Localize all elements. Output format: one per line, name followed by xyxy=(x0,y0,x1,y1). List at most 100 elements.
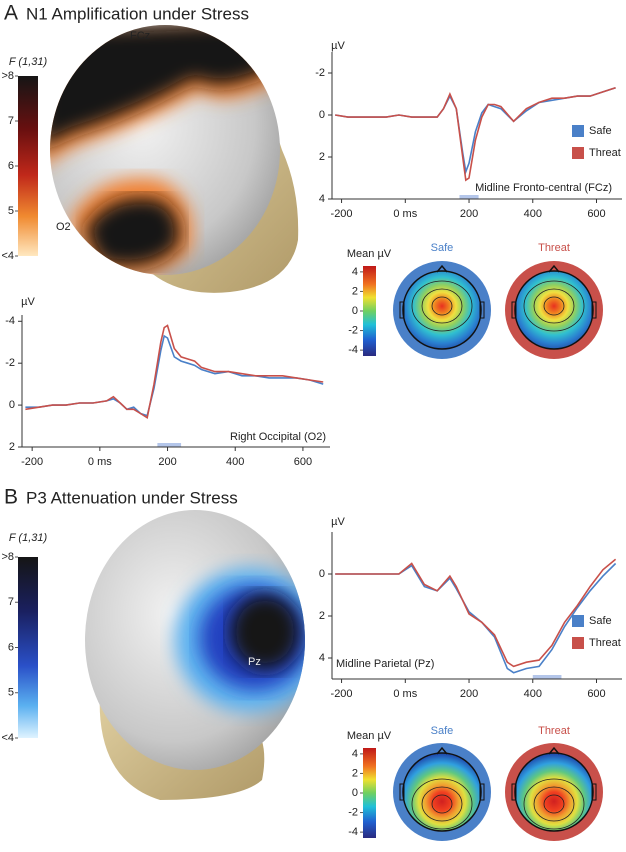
colorbar-tick-label: -2 xyxy=(348,806,358,818)
topomap xyxy=(393,261,491,359)
x-tick-label: 600 xyxy=(587,208,605,220)
x-tick-label: -200 xyxy=(331,688,353,700)
colorbar-tick-label: 2 xyxy=(352,767,358,779)
x-tick-label: 600 xyxy=(294,456,312,468)
y-tick-label: 2 xyxy=(319,151,325,163)
topomap-nose xyxy=(548,264,560,273)
x-tick-label: 400 xyxy=(524,688,542,700)
panel-letter: B xyxy=(4,486,18,509)
panel-letter: A xyxy=(4,2,18,25)
colorbar-tick-label: <4 xyxy=(1,250,14,262)
colorbar-tick-label: 4 xyxy=(352,266,358,278)
electrode-label: FCz xyxy=(130,30,150,42)
y-tick-label: -2 xyxy=(5,357,15,369)
colorbar-tick-label: 5 xyxy=(8,687,14,699)
topomap-label: Safe xyxy=(431,725,454,737)
topomap xyxy=(393,743,491,841)
x-tick-label: -200 xyxy=(21,456,43,468)
electrode-label: Pz xyxy=(248,656,261,668)
colorbar-title: Mean µV xyxy=(347,730,392,742)
topomap xyxy=(505,261,603,359)
head-render: Pz xyxy=(85,510,305,800)
legend-label: Safe xyxy=(589,125,612,137)
topomap-contour xyxy=(523,778,585,830)
head-render: FCz O2 xyxy=(50,25,299,293)
topomap-field xyxy=(514,752,594,832)
topomap-ear xyxy=(479,301,485,319)
legend-swatch xyxy=(572,147,584,159)
y-tick-label: -4 xyxy=(5,315,15,327)
y-tick-label: 4 xyxy=(319,652,325,664)
topomap-field xyxy=(402,270,482,350)
colorbar-title: F (1,31) xyxy=(9,56,48,68)
colorbar-title: F (1,31) xyxy=(9,532,48,544)
erp-line xyxy=(335,86,616,182)
y-axis-label: µV xyxy=(331,40,345,52)
analysis-window xyxy=(157,443,182,447)
colorbar xyxy=(363,266,376,356)
chart-label: Midline Parietal (Pz) xyxy=(336,658,434,670)
colorbar xyxy=(18,76,38,256)
topomap-contour xyxy=(411,778,473,830)
topomap-contour xyxy=(431,296,453,316)
x-tick-label: 400 xyxy=(524,208,542,220)
legend-label: Threat xyxy=(589,637,621,649)
topomap-contour xyxy=(411,280,473,332)
y-axis-label: µV xyxy=(331,516,345,528)
topomap-contour xyxy=(421,786,463,822)
topomap-label: Threat xyxy=(538,725,570,737)
colorbar xyxy=(18,557,38,738)
erp-line xyxy=(335,558,617,668)
x-tick-label: 0 ms xyxy=(393,208,417,220)
colorbar-tick-label: -2 xyxy=(348,324,358,336)
topomap-ear xyxy=(511,301,517,319)
y-tick-label: 4 xyxy=(319,193,325,205)
colorbar-tick-label: 5 xyxy=(8,205,14,217)
x-tick-label: 400 xyxy=(226,456,244,468)
topomap-ear xyxy=(399,301,405,319)
colorbar-tick-label: 7 xyxy=(8,596,14,608)
topomap-ear xyxy=(591,301,597,319)
topomap-label: Safe xyxy=(431,242,454,254)
colorbar-tick-label: 6 xyxy=(8,641,14,653)
y-tick-label: 0 xyxy=(319,568,325,580)
topomap-contour xyxy=(523,280,585,332)
topomap-contour xyxy=(533,786,575,822)
legend-swatch xyxy=(572,125,584,137)
y-tick-label: 0 xyxy=(9,399,15,411)
topomap-field xyxy=(402,752,482,832)
x-tick-label: 0 ms xyxy=(393,688,417,700)
colorbar-tick-label: 7 xyxy=(8,115,14,127)
legend-label: Safe xyxy=(589,615,612,627)
colorbar-tick-label: <4 xyxy=(1,732,14,744)
topomap-nose xyxy=(548,746,560,755)
topomap-label: Threat xyxy=(538,242,570,254)
colorbar-tick-label: 0 xyxy=(352,305,358,317)
colorbar-tick-label: -4 xyxy=(348,344,358,356)
panel-title: P3 Attenuation under Stress xyxy=(26,488,238,507)
y-axis-label: µV xyxy=(21,296,35,308)
y-tick-label: 0 xyxy=(319,109,325,121)
topomap-ear xyxy=(399,783,405,801)
colorbar-tick-label: 2 xyxy=(352,285,358,297)
chart-label: Midline Fronto-central (FCz) xyxy=(475,182,612,194)
topomap-contour xyxy=(543,296,565,316)
legend-swatch xyxy=(572,637,584,649)
topomap-field xyxy=(514,270,594,350)
topomap-ear xyxy=(511,783,517,801)
colorbar-tick-label: -4 xyxy=(348,826,358,838)
colorbar-title: Mean µV xyxy=(347,248,392,260)
topomap xyxy=(505,743,603,841)
topomap-contour xyxy=(543,794,565,814)
topomap-contour xyxy=(533,288,575,324)
legend-label: Threat xyxy=(589,147,621,159)
y-tick-label: -2 xyxy=(315,67,325,79)
electrode-label: O2 xyxy=(56,221,71,233)
x-tick-label: 200 xyxy=(460,688,478,700)
colorbar-tick-label: 0 xyxy=(352,787,358,799)
chart-label: Right Occipital (O2) xyxy=(230,431,326,443)
y-tick-label: 2 xyxy=(319,610,325,622)
legend-swatch xyxy=(572,615,584,627)
colorbar xyxy=(363,748,376,838)
